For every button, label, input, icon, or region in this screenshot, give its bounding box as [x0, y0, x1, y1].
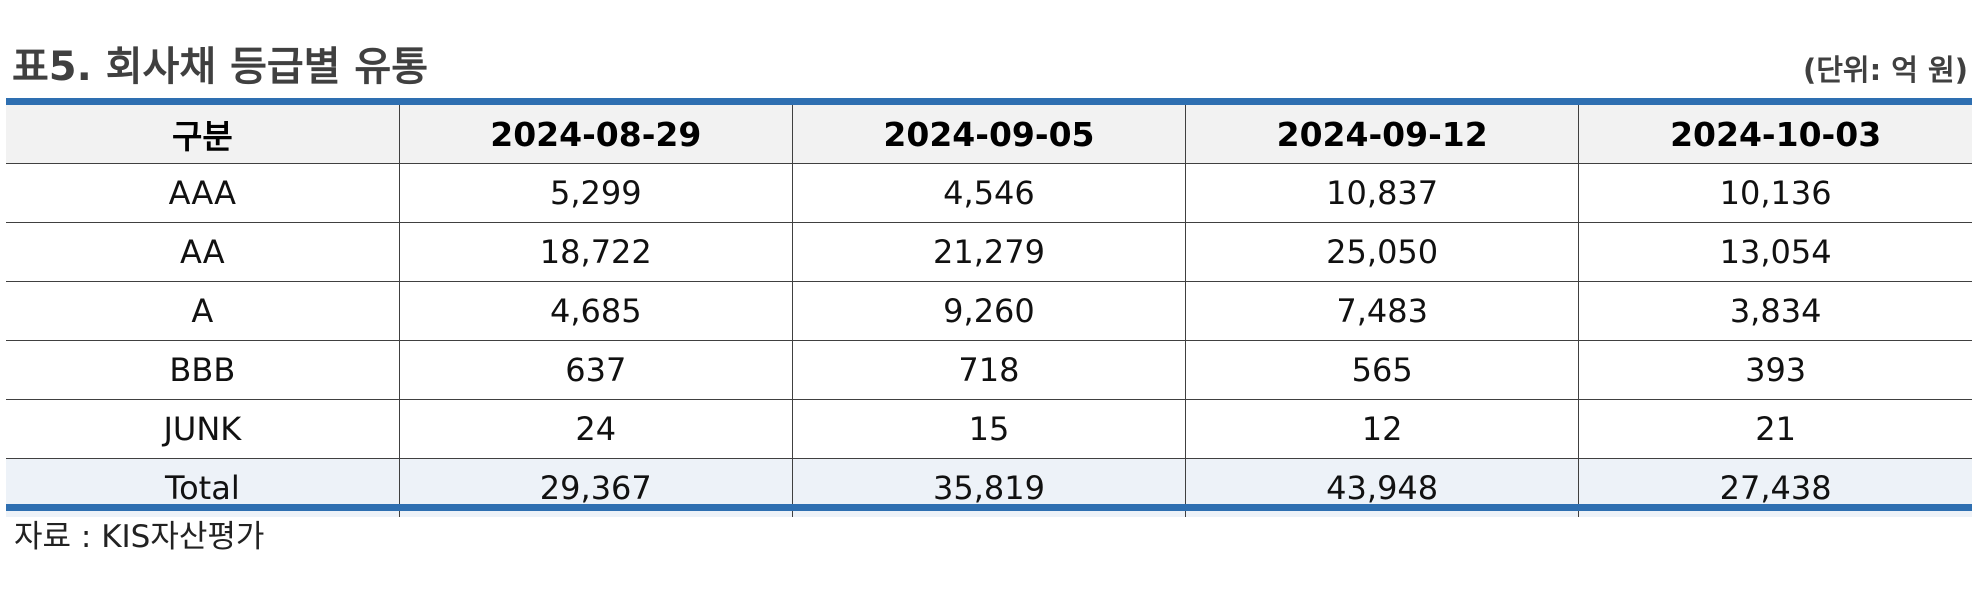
value-cell: 21: [1578, 399, 1972, 459]
value-cell: 637: [398, 340, 793, 400]
header-cell-date: 2024-09-12: [1185, 105, 1579, 164]
value-cell: 7,483: [1185, 281, 1579, 341]
row-label-cell: BBB: [6, 340, 400, 400]
value-cell: 393: [1578, 340, 1972, 400]
value-cell: 15: [791, 399, 1186, 459]
row-label-cell: AAA: [6, 163, 400, 223]
value-cell: 24: [398, 399, 793, 459]
value-cell: 9,260: [791, 281, 1186, 341]
bond-grade-table: 구분 2024-08-29 2024-09-05 2024-09-12 2024…: [6, 105, 1972, 517]
value-cell: 4,546: [791, 163, 1186, 223]
value-cell: 18,722: [398, 222, 793, 282]
value-cell: 21,279: [791, 222, 1186, 282]
table-row: JUNK 24 15 12 21: [6, 399, 1972, 459]
table-top-rule: [6, 98, 1972, 105]
row-label-cell: A: [6, 281, 400, 341]
source-note: 자료 : KIS자산평가: [14, 519, 265, 555]
row-label-cell: JUNK: [6, 399, 400, 459]
header-cell-date: 2024-08-29: [398, 105, 793, 164]
table-bottom-rule: [6, 504, 1972, 511]
value-cell: 565: [1185, 340, 1579, 400]
value-cell: 12: [1185, 399, 1579, 459]
table-header-row: 구분 2024-08-29 2024-09-05 2024-09-12 2024…: [6, 105, 1972, 164]
row-label-cell: AA: [6, 222, 400, 282]
value-cell: 10,136: [1578, 163, 1972, 223]
table-row: BBB 637 718 565 393: [6, 340, 1972, 400]
value-cell: 10,837: [1185, 163, 1579, 223]
value-cell: 4,685: [398, 281, 793, 341]
value-cell: 13,054: [1578, 222, 1972, 282]
value-cell: 5,299: [398, 163, 793, 223]
document-page: 표5. 회사채 등급별 유통 (단위: 억 원) 구분 2024-08-29 2…: [6, 0, 1972, 610]
header-cell-date: 2024-09-05: [791, 105, 1186, 164]
value-cell: 25,050: [1185, 222, 1579, 282]
header-cell-date: 2024-10-03: [1578, 105, 1972, 164]
header-cell-category: 구분: [6, 105, 400, 164]
table-row: A 4,685 9,260 7,483 3,834: [6, 281, 1972, 341]
value-cell: 3,834: [1578, 281, 1972, 341]
table-row: AAA 5,299 4,546 10,837 10,136: [6, 163, 1972, 223]
table-row: AA 18,722 21,279 25,050 13,054: [6, 222, 1972, 282]
value-cell: 718: [791, 340, 1186, 400]
unit-label: (단위: 억 원): [1802, 53, 1968, 87]
table-title: 표5. 회사채 등급별 유통: [12, 44, 429, 90]
